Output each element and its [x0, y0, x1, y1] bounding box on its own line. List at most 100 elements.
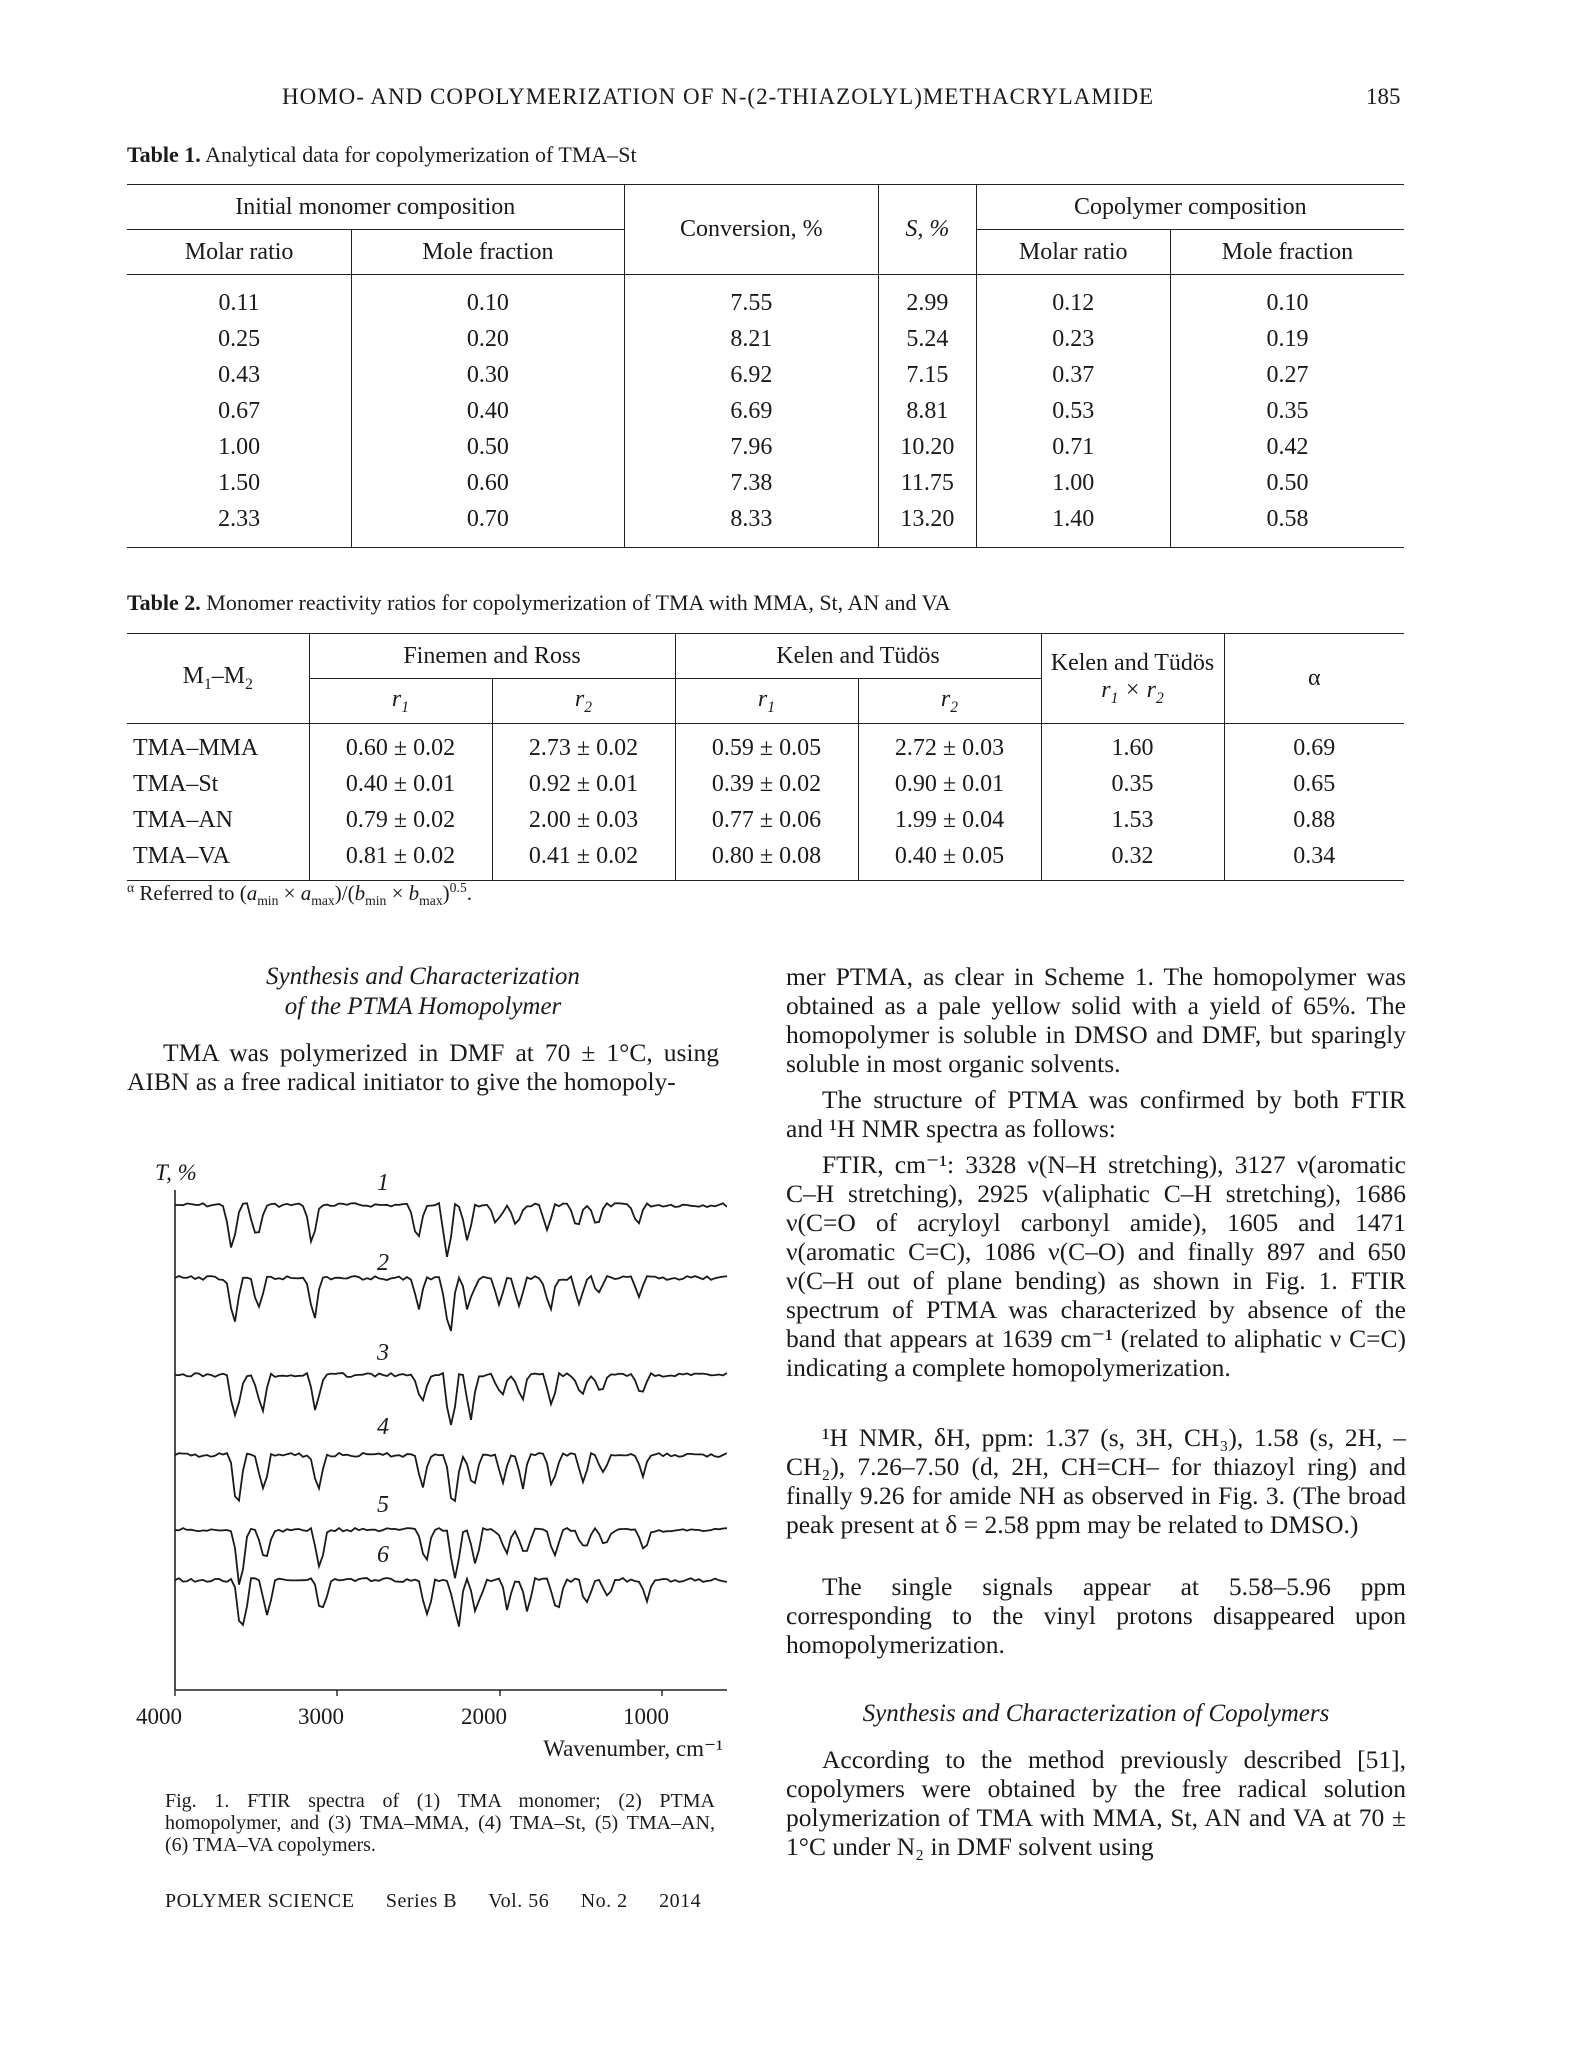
table1-cell: 0.58	[1170, 501, 1404, 548]
table1-cell: 0.30	[352, 357, 624, 393]
table1-cell: 0.70	[352, 501, 624, 548]
t1-col-s: S, %	[879, 185, 976, 275]
table1-row: 1.00 0.50 7.96 10.20 0.71 0.42	[127, 429, 1404, 465]
section-heading-homopolymer: Synthesis and Characterization of the PT…	[127, 962, 719, 1022]
table2-cell: 1.53	[1041, 802, 1224, 838]
table1-cell: 0.35	[1170, 393, 1404, 429]
table2-cell: 0.81 ± 0.02	[309, 838, 492, 881]
journal-footer: POLYMER SCIENCE Series B Vol. 56 No. 2 2…	[165, 1890, 727, 1913]
table2-footnote: α Referred to (amin × amax)/(bmin × bmax…	[127, 880, 472, 909]
right-paragraph-3: FTIR, cm⁻¹: 3328 ν(N–H stretching), 3127…	[786, 1150, 1406, 1382]
fig1-curve-label: 2	[377, 1250, 389, 1276]
table2-cell: 0.77 ± 0.06	[675, 802, 858, 838]
table1-cell: 6.92	[624, 357, 879, 393]
right-paragraph-4: ¹H NMR, δH, ppm: 1.37 (s, 3H, CH₃), 1.58…	[786, 1423, 1406, 1539]
table1-cell: 8.81	[879, 393, 976, 429]
t1-col-molar-ratio: Molar ratio	[127, 230, 352, 275]
fig1-spectrum-curve	[175, 1578, 727, 1627]
table1-cell: 0.50	[352, 429, 624, 465]
fig1-x-tick-label: 4000	[136, 1704, 182, 1729]
table2-cell: 0.92 ± 0.01	[492, 766, 675, 802]
table2-row: TMA–AN 0.79 ± 0.02 2.00 ± 0.03 0.77 ± 0.06 1…	[127, 802, 1404, 838]
fig1-x-ticks: 4000 3000 2000 1000	[136, 1690, 669, 1729]
table1-cell: 1.00	[976, 465, 1170, 501]
footer-number: No. 2	[581, 1890, 628, 1912]
table1-caption-text: Analytical data for copolymerization of …	[205, 142, 637, 167]
table1-cell: 6.69	[624, 393, 879, 429]
footer-year: 2014	[659, 1890, 701, 1912]
t2-col-fr-r1: r1	[309, 679, 492, 724]
table1-cell: 0.10	[1170, 275, 1404, 322]
table2-cell: 0.32	[1041, 838, 1224, 881]
t1-group-copolymer: Copolymer composition	[976, 185, 1404, 230]
left-paragraph-1: TMA was polymerized in DMF at 70 ± 1°C, …	[127, 1038, 719, 1096]
table1-label: Table 1.	[127, 142, 201, 167]
table1-cell: 0.25	[127, 321, 352, 357]
table2-cell: 0.88	[1224, 802, 1404, 838]
table2-row: TMA–VA 0.81 ± 0.02 0.41 ± 0.02 0.80 ± 0.08 0…	[127, 838, 1404, 881]
table1-cell: 0.11	[127, 275, 352, 322]
table2-cell: TMA–VA	[127, 838, 309, 881]
table1-cell: 0.27	[1170, 357, 1404, 393]
fig1-x-label: Wavenumber, cm⁻¹	[543, 1736, 723, 1761]
fig1-spectrum-curve	[175, 1453, 727, 1501]
table1-cell: 11.75	[879, 465, 976, 501]
table1-cell: 0.37	[976, 357, 1170, 393]
t2-col-kt-product-title: Kelen and Tüdös	[1042, 650, 1224, 677]
fig1-spectrum-curve	[175, 1276, 727, 1331]
section-heading-copolymers: Synthesis and Characterization of Copoly…	[786, 1700, 1406, 1728]
table2-cell: 0.39 ± 0.02	[675, 766, 858, 802]
table1-cell: 1.40	[976, 501, 1170, 548]
t1-col-mole-fraction: Mole fraction	[352, 230, 624, 275]
fig1-curve-label: 4	[377, 1414, 389, 1440]
t2-group-fr: Finemen and Ross	[309, 634, 675, 679]
table2-cell: 0.40 ± 0.01	[309, 766, 492, 802]
t2-col-kt-r1: r1	[675, 679, 858, 724]
table2-cell: 0.80 ± 0.08	[675, 838, 858, 881]
table1-cell: 2.99	[879, 275, 976, 322]
table1-cell: 13.20	[879, 501, 976, 548]
table2-cell: 2.00 ± 0.03	[492, 802, 675, 838]
fig1-y-label: T, %	[155, 1160, 197, 1185]
table1-cell: 7.96	[624, 429, 879, 465]
page-number: 185	[1366, 84, 1401, 110]
table2-cell: TMA–AN	[127, 802, 309, 838]
figure1-ftir-plot: T, % 4000 3000 2000 1000 1 2 3 4 5 6 Wavenumber,…	[127, 1150, 727, 1780]
table1-row: 0.25 0.20 8.21 5.24 0.23 0.19	[127, 321, 1404, 357]
footer-journal: POLYMER SCIENCE	[165, 1890, 354, 1912]
table2-cell: 0.90 ± 0.01	[858, 766, 1041, 802]
heading-line-1: Synthesis and Characterization	[127, 962, 719, 992]
right-paragraph-5: The single signals appear at 5.58–5.96 p…	[786, 1572, 1406, 1659]
table2-cell: 0.65	[1224, 766, 1404, 802]
t2-col-pair: M1–M2	[127, 634, 309, 724]
table1-cell: 0.20	[352, 321, 624, 357]
table1-cell: 0.10	[352, 275, 624, 322]
table1-cell: 0.53	[976, 393, 1170, 429]
table1-cell: 1.00	[127, 429, 352, 465]
fig1-curve-label: 3	[376, 1340, 389, 1366]
table2-cell: 0.59 ± 0.05	[675, 724, 858, 767]
fig1-x-tick-label: 2000	[461, 1704, 507, 1729]
table1-cell: 0.19	[1170, 321, 1404, 357]
table2-row: TMA–St 0.40 ± 0.01 0.92 ± 0.01 0.39 ± 0.02 0…	[127, 766, 1404, 802]
table1-cell: 5.24	[879, 321, 976, 357]
table1: Initial monomer composition Conversion, …	[127, 184, 1404, 548]
right-paragraph-1: mer PTMA, as clear in Scheme 1. The homo…	[786, 962, 1406, 1078]
table1-cell: 0.71	[976, 429, 1170, 465]
table2-caption-text: Monomer reactivity ratios for copolymeri…	[206, 590, 950, 615]
table1-row: 0.43 0.30 6.92 7.15 0.37 0.27	[127, 357, 1404, 393]
table2-cell: TMA–MMA	[127, 724, 309, 767]
t1-col-copoly-mole-fraction: Mole fraction	[1170, 230, 1404, 275]
t1-col-copoly-molar-ratio: Molar ratio	[976, 230, 1170, 275]
fig1-curve-label: 6	[377, 1542, 389, 1568]
table1-row: 1.50 0.60 7.38 11.75 1.00 0.50	[127, 465, 1404, 501]
footer-series: Series B	[386, 1890, 457, 1912]
table1-cell: 7.15	[879, 357, 976, 393]
table2-cell: 0.60 ± 0.02	[309, 724, 492, 767]
t1-group-initial: Initial monomer composition	[127, 185, 624, 230]
table2-cell: 1.99 ± 0.04	[858, 802, 1041, 838]
table2-cell: 0.40 ± 0.05	[858, 838, 1041, 881]
t2-col-kt-product-formula: r1 × r2	[1042, 677, 1224, 708]
table1-cell: 10.20	[879, 429, 976, 465]
table2-caption: Table 2. Monomer reactivity ratios for c…	[127, 590, 951, 616]
